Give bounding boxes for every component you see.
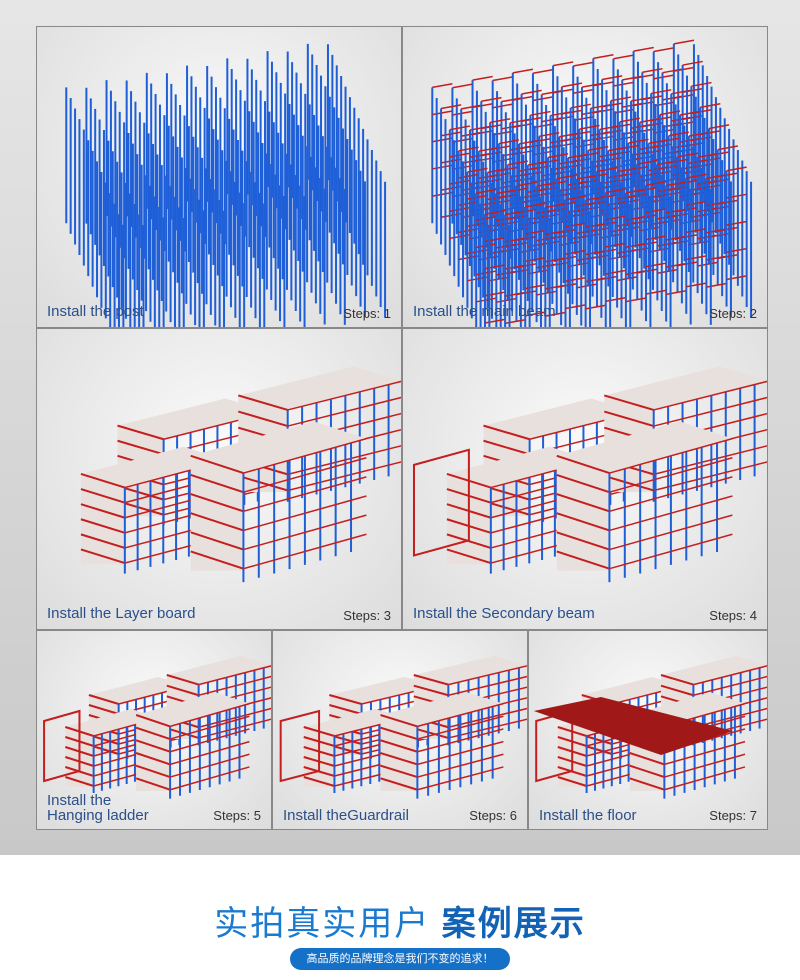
- slogan-badge: 高品质的品牌理念是我们不变的追求！: [290, 948, 510, 970]
- step-panel-6: Install theGuardrail Steps: 6: [272, 630, 528, 830]
- rack-illustration: [533, 655, 767, 799]
- step-panel-2: Install the main beam Steps: 2: [402, 26, 768, 328]
- rack-illustration: [65, 43, 387, 327]
- step-number: Steps: 3: [343, 608, 391, 623]
- step-caption: Install the Secondary beam: [413, 605, 595, 622]
- step-caption: Install the post: [47, 303, 144, 320]
- rack-illustration: [80, 366, 401, 583]
- step-number: Steps: 2: [709, 306, 757, 321]
- rack-illustration: [43, 655, 271, 799]
- step-number: Steps: 6: [469, 808, 517, 823]
- step-number: Steps: 5: [213, 808, 261, 823]
- step-number: Steps: 7: [709, 808, 757, 823]
- step-caption: Install the floor: [539, 807, 637, 824]
- step-panel-4: Install the Secondary beam Steps: 4: [402, 328, 768, 630]
- step-panel-7: Install the floor Steps: 7: [528, 630, 768, 830]
- step-number: Steps: 1: [343, 306, 391, 321]
- step-caption: Install the main beam: [413, 303, 556, 320]
- step-panel-1: Install the post Steps: 1: [36, 26, 402, 328]
- section-title: 实拍真实用户 案例展示: [0, 896, 800, 945]
- step-caption: Install theGuardrail: [283, 807, 409, 824]
- step-caption: Install the Hanging ladder: [47, 792, 149, 824]
- title-light: 实拍真实用户: [214, 905, 431, 943]
- step-number: Steps: 4: [709, 608, 757, 623]
- rack-illustration: [431, 39, 753, 327]
- step-caption: Install the Layer board: [47, 605, 196, 622]
- title-bold: 案例展示: [441, 905, 586, 943]
- step-panel-3: Install the Layer board Steps: 3: [36, 328, 402, 630]
- rack-illustration: [279, 655, 527, 799]
- step-panel-5: Install the Hanging ladder Steps: 5: [36, 630, 272, 830]
- rack-illustration: [412, 366, 767, 583]
